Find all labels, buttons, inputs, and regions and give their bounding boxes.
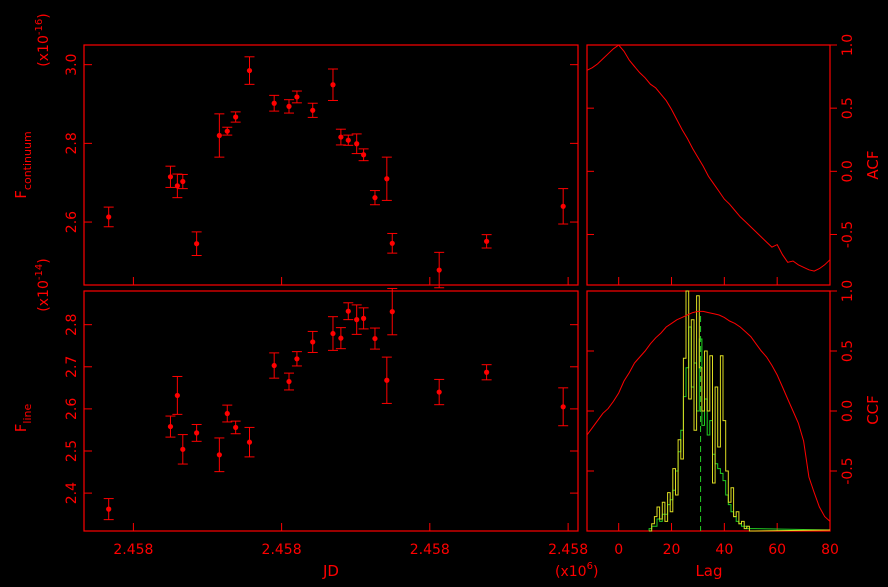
- line-data-point: [345, 308, 351, 314]
- continuum-data-point: [372, 195, 378, 201]
- continuum-data-point: [436, 267, 442, 273]
- line-data-point: [271, 362, 277, 369]
- continuum-data-point: [286, 103, 292, 109]
- acf-plot-frame: [586, 44, 831, 286]
- continuum-data-point: [233, 114, 239, 120]
- acf-ytick-label: 1.0: [840, 34, 856, 56]
- line-ytick-label: 2.4: [64, 482, 80, 504]
- ccf-xtick-label: 80: [821, 542, 839, 558]
- line-ytick-label: 2.5: [64, 440, 80, 462]
- line-data-point: [484, 369, 490, 375]
- line-data-point: [106, 506, 112, 512]
- continuum-data-point: [560, 203, 566, 209]
- continuum-ytick-label: 2.8: [64, 132, 80, 154]
- continuum-data-point: [330, 82, 336, 88]
- acf-ytick-label: 0.5: [840, 97, 856, 119]
- acf-curve: [586, 44, 831, 272]
- line-data-point: [194, 430, 200, 436]
- acf-ytick-label: 0.0: [840, 160, 856, 182]
- line-data-point: [224, 410, 230, 417]
- line-xtick-label: 2.458: [113, 542, 153, 558]
- continuum-data-point: [389, 240, 395, 246]
- acf-ylabel: ACF: [864, 150, 882, 179]
- continuum-ytick-label: 2.6: [64, 211, 80, 233]
- line-data-point: [389, 309, 395, 315]
- ccf-ylabel: CCF: [864, 395, 882, 425]
- ccf-xtick-label: 0: [614, 542, 623, 558]
- continuum-data-point: [246, 67, 253, 74]
- continuum-data-point: [194, 241, 200, 247]
- line-data-point: [310, 339, 316, 345]
- ccf-xtick-label: 20: [663, 542, 681, 558]
- continuum-data-point: [271, 100, 277, 106]
- continuum-ytick-label: 3.0: [64, 54, 80, 76]
- line-ytick-label: 2.7: [64, 356, 80, 378]
- continuum-data-point: [216, 132, 222, 139]
- line-data-point: [216, 452, 222, 458]
- ccf-ytick-label: -0.5: [840, 457, 856, 484]
- line-xlabel: JD: [322, 562, 339, 580]
- ccf-ytick-label: 1.0: [840, 280, 856, 302]
- line-data-point: [338, 335, 344, 341]
- line-xtick-label: 2.458: [262, 542, 302, 558]
- line-ytick-label: 2.6: [64, 398, 80, 420]
- continuum-data-point: [310, 107, 316, 113]
- ccf-histogram-yellow: [649, 290, 831, 532]
- continuum-data-point: [361, 152, 367, 158]
- line-data-point: [436, 389, 442, 395]
- continuum-data-point: [484, 238, 490, 244]
- line-plot-frame: [83, 290, 579, 532]
- ccf-curve: [586, 310, 831, 522]
- continuum-data-point: [354, 141, 360, 147]
- line-data-point: [330, 330, 336, 337]
- continuum-data-point: [174, 183, 180, 189]
- continuum-plot-frame: [83, 44, 579, 286]
- ccf-xlabel: Lag: [695, 562, 722, 580]
- line-data-point: [286, 378, 292, 385]
- continuum-data-point: [294, 94, 300, 100]
- line-data-point: [233, 424, 239, 431]
- continuum-data-point: [180, 178, 186, 185]
- line-data-point: [560, 404, 566, 410]
- line-xtick-label: 2.458: [548, 542, 588, 558]
- continuum-data-point: [384, 176, 390, 182]
- line-data-point: [354, 317, 360, 323]
- continuum-data-point: [167, 174, 174, 180]
- line-data-point: [361, 315, 367, 321]
- line-data-point: [384, 377, 390, 383]
- continuum-data-point: [338, 134, 344, 140]
- line-data-point: [372, 335, 378, 342]
- ccf-xtick-label: 60: [768, 542, 786, 558]
- continuum-data-point: [345, 137, 351, 143]
- continuum-data-point: [224, 128, 230, 134]
- continuum-data-point: [106, 214, 112, 220]
- line-data-point: [246, 439, 253, 445]
- line-data-point: [294, 356, 300, 362]
- ccf-xtick-label: 40: [715, 542, 733, 558]
- ccf-ytick-label: 0.5: [840, 340, 856, 362]
- line-data-point: [180, 446, 186, 452]
- ccf-ytick-label: 0.0: [840, 400, 856, 422]
- line-data-point: [174, 392, 180, 399]
- line-data-point: [167, 423, 174, 430]
- acf-ytick-label: -0.5: [840, 221, 856, 248]
- line-ytick-label: 2.8: [64, 314, 80, 336]
- line-xtick-label: 2.458: [410, 542, 450, 558]
